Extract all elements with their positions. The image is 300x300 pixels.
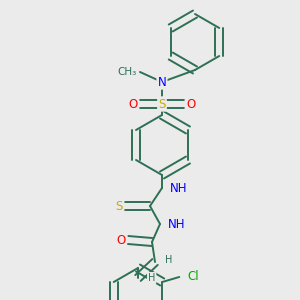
- Text: H: H: [165, 255, 172, 265]
- Text: NH: NH: [170, 182, 188, 194]
- Text: CH₃: CH₃: [118, 67, 137, 77]
- Text: Cl: Cl: [187, 271, 199, 284]
- Text: NH: NH: [168, 218, 185, 230]
- Text: H: H: [148, 273, 155, 283]
- Text: O: O: [186, 98, 195, 110]
- Text: N: N: [158, 76, 166, 88]
- Text: S: S: [116, 200, 123, 212]
- Text: O: O: [117, 233, 126, 247]
- Text: S: S: [158, 98, 166, 110]
- Text: O: O: [129, 98, 138, 110]
